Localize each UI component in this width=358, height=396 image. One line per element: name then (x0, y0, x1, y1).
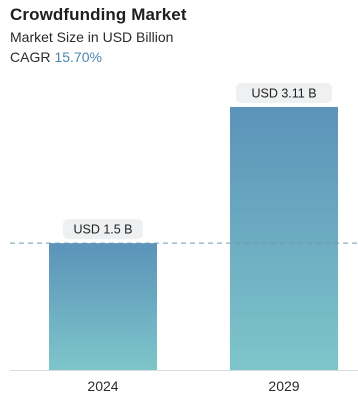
cagr-value: 15.70% (54, 49, 102, 65)
chart-subtitle: Market Size in USD Billion (10, 29, 174, 45)
bar-2029 (230, 107, 338, 370)
data-label-2029: USD 3.11 B (251, 87, 316, 101)
data-label-2024: USD 1.5 B (73, 223, 132, 237)
cagr-label: CAGR (10, 49, 51, 65)
bar-2024 (49, 243, 157, 370)
tick-label-2029: 2029 (268, 378, 299, 394)
data-label-bg-2029 (236, 83, 332, 103)
tick-label-2024: 2024 (87, 378, 118, 394)
cagr-line: CAGR 15.70% (10, 47, 187, 67)
chart-title: Crowdfunding Market (10, 5, 187, 24)
data-label-bg-2024 (63, 219, 143, 240)
chart-header: Crowdfunding Market Market Size in USD B… (10, 4, 187, 67)
